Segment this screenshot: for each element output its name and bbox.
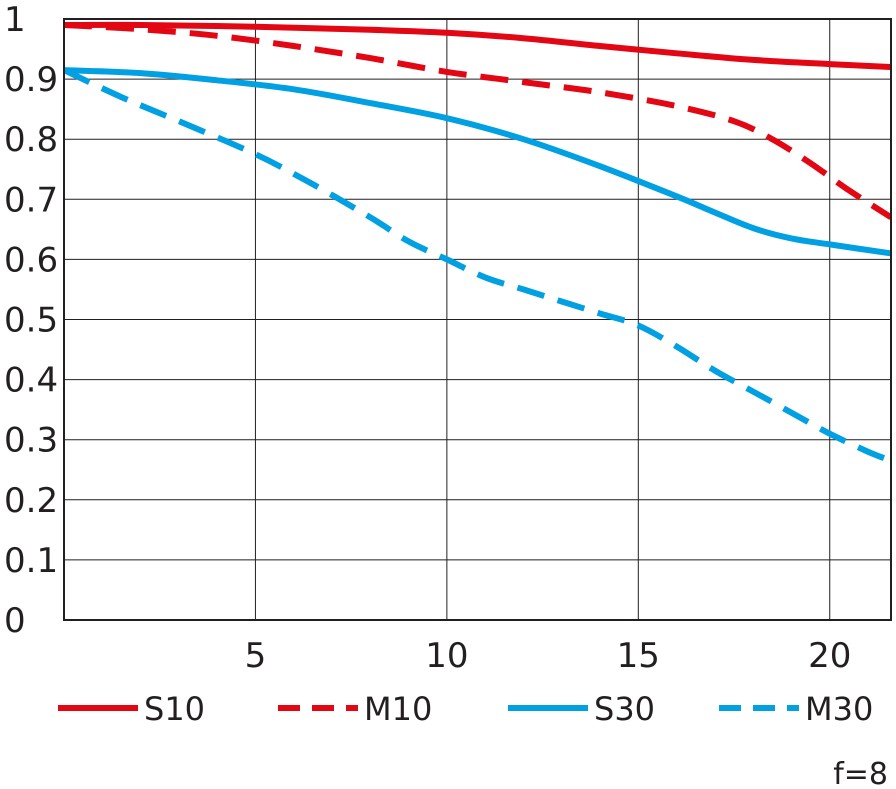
legend-label-s10: S10 xyxy=(144,690,205,728)
y-tick-label: 0.5 xyxy=(4,301,58,341)
y-tick-label: 0.6 xyxy=(4,240,58,280)
y-tick-label: 0.7 xyxy=(4,180,58,220)
legend: S10 M10 S30 M30 xyxy=(58,690,873,728)
y-tick-label: 1 xyxy=(4,0,26,40)
grid xyxy=(64,18,891,621)
y-tick-label: 0 xyxy=(4,601,26,641)
series-line-s10 xyxy=(64,21,891,71)
legend-label-m10: M10 xyxy=(364,690,432,728)
y-tick-label: 0.3 xyxy=(4,421,58,461)
series-line-m10 xyxy=(64,22,891,220)
plot-frame xyxy=(63,18,892,621)
x-tick-label: 15 xyxy=(617,636,660,676)
aperture-annotation: f=8 xyxy=(833,757,888,789)
x-axis-tick-labels: 5 10 15 20 xyxy=(245,636,852,676)
x-tick-label: 5 xyxy=(245,636,267,676)
series-layer xyxy=(64,21,891,464)
y-tick-label: 0.9 xyxy=(4,60,58,100)
x-tick-label: 10 xyxy=(425,636,468,676)
series-line-s30 xyxy=(64,67,891,257)
legend-label-s30: S30 xyxy=(594,690,655,728)
legend-label-m30: M30 xyxy=(805,690,873,728)
y-tick-label: 0.8 xyxy=(4,120,58,160)
x-tick-label: 20 xyxy=(808,636,851,676)
y-tick-label: 0.4 xyxy=(4,361,58,401)
series-line-m30 xyxy=(64,67,891,464)
y-axis-tick-labels: 0 0.1 0.2 0.3 0.4 0.5 0.6 0.7 0.8 0.9 1 xyxy=(4,0,58,641)
y-tick-label: 0.2 xyxy=(4,481,58,521)
y-tick-label: 0.1 xyxy=(4,541,58,581)
